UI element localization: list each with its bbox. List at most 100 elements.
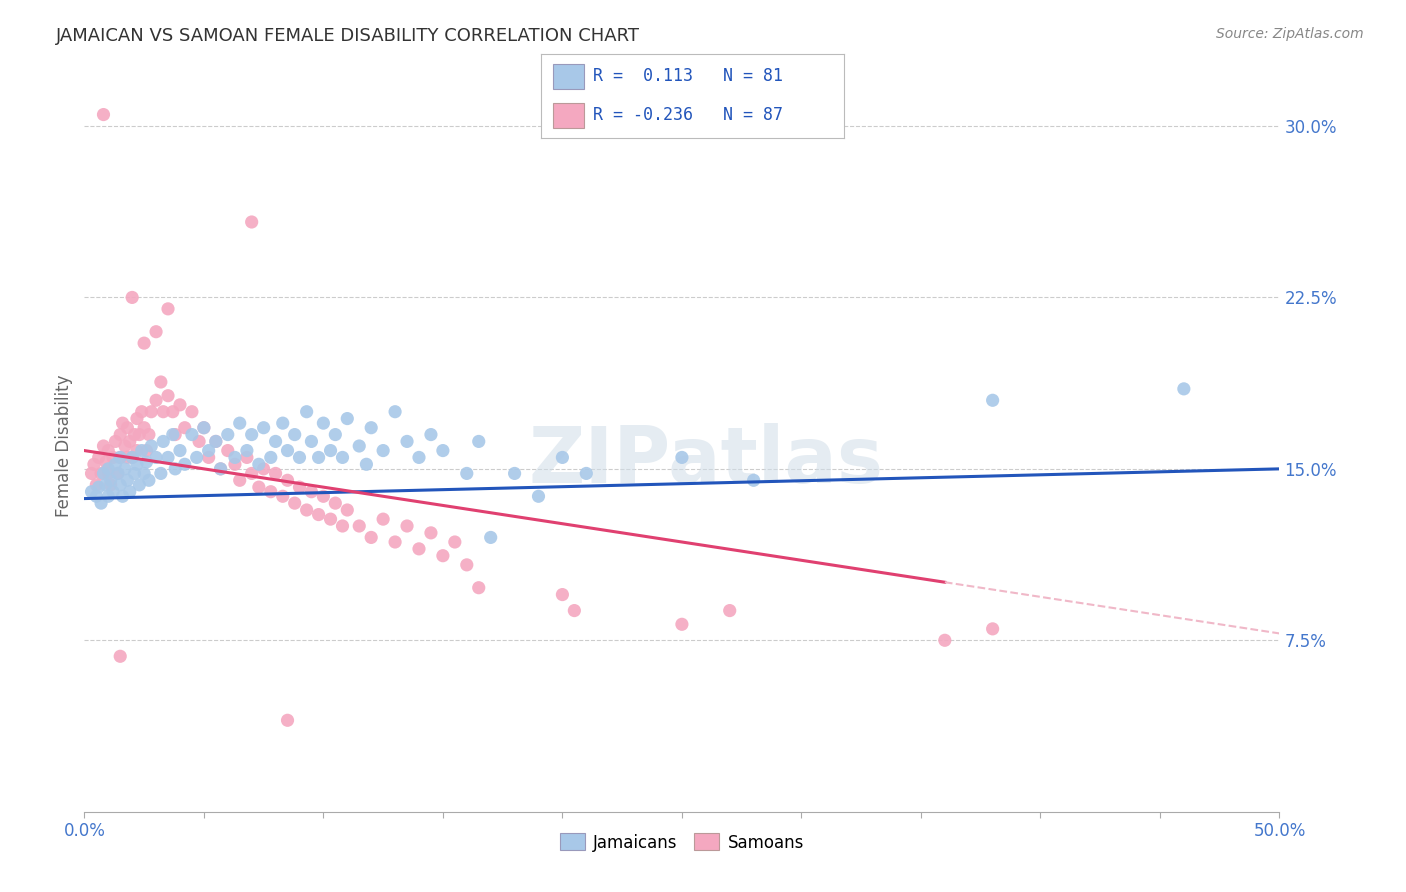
Point <box>100 478 122 492</box>
Point <box>468 434 491 449</box>
Point <box>444 535 467 549</box>
Point <box>157 389 180 403</box>
Point <box>110 478 132 492</box>
Text: R =  0.113   N = 81: R = 0.113 N = 81 <box>593 68 783 86</box>
Point <box>162 405 184 419</box>
Point <box>94 455 117 469</box>
Point <box>152 405 174 419</box>
Point <box>396 434 419 449</box>
Point <box>118 484 141 499</box>
Point <box>157 301 180 316</box>
Point <box>432 443 454 458</box>
Point <box>229 416 252 430</box>
Point <box>121 450 143 465</box>
Point <box>356 458 378 472</box>
Point <box>100 473 122 487</box>
Point <box>420 525 443 540</box>
Point <box>111 416 134 430</box>
Point <box>260 450 283 465</box>
Point <box>373 512 395 526</box>
Point <box>264 434 287 449</box>
Point <box>138 427 160 442</box>
Point <box>110 427 132 442</box>
Point <box>277 443 299 458</box>
Point <box>114 439 136 453</box>
Point <box>165 427 187 442</box>
Point <box>240 427 263 442</box>
Point <box>110 450 132 465</box>
Point <box>97 467 120 481</box>
Point <box>97 443 120 458</box>
Point <box>332 450 354 465</box>
Point <box>145 325 167 339</box>
Point <box>236 443 259 458</box>
Point <box>86 489 108 503</box>
Y-axis label: Female Disability: Female Disability <box>55 375 73 517</box>
Point <box>90 496 112 510</box>
Point <box>125 458 148 472</box>
Point <box>132 336 156 351</box>
Point <box>97 462 120 476</box>
Point <box>149 467 172 481</box>
Point <box>236 450 259 465</box>
Point <box>124 427 146 442</box>
Point <box>240 215 263 229</box>
Point <box>197 450 219 465</box>
Point <box>295 503 318 517</box>
Point <box>149 375 172 389</box>
Point <box>301 434 323 449</box>
Point <box>131 405 153 419</box>
Point <box>80 467 103 481</box>
Point <box>1173 382 1195 396</box>
Point <box>128 427 150 442</box>
Point <box>468 581 491 595</box>
Point <box>169 443 191 458</box>
Point <box>117 473 139 487</box>
Point <box>277 473 299 487</box>
Point <box>101 450 124 465</box>
Text: Source: ZipAtlas.com: Source: ZipAtlas.com <box>1216 27 1364 41</box>
Point <box>325 427 347 442</box>
Point <box>277 714 299 728</box>
Point <box>93 467 115 481</box>
Point <box>90 467 112 481</box>
Point <box>217 443 239 458</box>
Point <box>295 405 318 419</box>
Point <box>97 489 120 503</box>
Point <box>93 107 115 121</box>
Point <box>138 473 160 487</box>
Point <box>325 496 347 510</box>
Point <box>373 443 395 458</box>
Point <box>141 405 163 419</box>
Point <box>349 439 371 453</box>
Point <box>104 458 127 472</box>
Point <box>336 411 359 425</box>
Point <box>332 519 354 533</box>
Point <box>288 450 311 465</box>
Point <box>384 405 406 419</box>
Point <box>479 530 502 544</box>
Point <box>117 450 139 465</box>
Point <box>80 484 103 499</box>
Point <box>396 519 419 533</box>
Point <box>456 467 478 481</box>
Point <box>319 512 342 526</box>
Point <box>336 503 359 517</box>
Point <box>224 450 246 465</box>
Bar <box>554 63 583 89</box>
Point <box>360 421 382 435</box>
Point <box>197 443 219 458</box>
Point <box>87 480 110 494</box>
Point <box>104 434 127 449</box>
Point <box>101 484 124 499</box>
Legend: Jamaicans, Samoans: Jamaicans, Samoans <box>553 827 811 858</box>
Point <box>157 450 180 465</box>
Point <box>121 450 143 465</box>
Point <box>253 421 276 435</box>
Point <box>247 480 270 494</box>
Point <box>312 489 335 503</box>
Point <box>132 421 156 435</box>
Point <box>271 489 294 503</box>
Point <box>135 443 157 458</box>
Point <box>121 290 143 304</box>
